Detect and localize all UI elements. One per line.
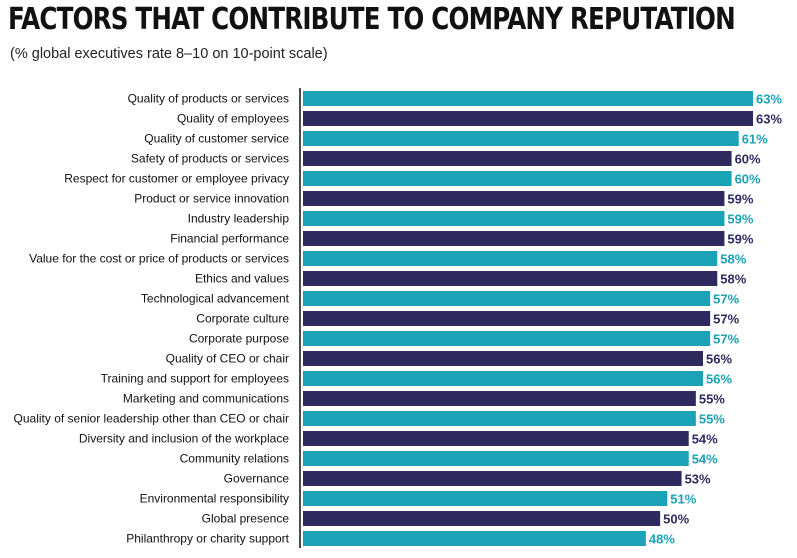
value-label: 55% bbox=[699, 412, 725, 427]
value-label: 63% bbox=[756, 92, 782, 107]
bar bbox=[303, 431, 689, 446]
category-label: Respect for customer or employee privacy bbox=[64, 172, 289, 186]
value-label: 60% bbox=[735, 172, 761, 187]
value-label: 61% bbox=[742, 132, 768, 147]
value-label: 60% bbox=[735, 152, 761, 167]
value-label: 59% bbox=[727, 232, 753, 247]
bar bbox=[303, 511, 661, 526]
chart-title: FACTORS THAT CONTRIBUTE TO COMPANY REPUT… bbox=[8, 2, 736, 37]
category-label: Industry leadership bbox=[188, 212, 290, 226]
bar bbox=[303, 371, 703, 386]
value-label: 57% bbox=[713, 312, 739, 327]
bar bbox=[303, 451, 689, 466]
category-label: Safety of products or services bbox=[131, 152, 289, 166]
category-label: Value for the cost or price of products … bbox=[29, 252, 289, 266]
value-label: 56% bbox=[706, 352, 732, 367]
bar bbox=[303, 151, 732, 166]
value-label: 51% bbox=[670, 492, 696, 507]
bar bbox=[303, 251, 718, 266]
category-label: Environmental responsibility bbox=[140, 492, 289, 506]
category-label: Corporate culture bbox=[196, 312, 289, 326]
value-label: 55% bbox=[699, 392, 725, 407]
bar bbox=[303, 311, 711, 326]
bar bbox=[303, 131, 739, 146]
bar bbox=[303, 91, 753, 106]
value-label: 57% bbox=[713, 292, 739, 307]
category-label: Corporate purpose bbox=[189, 332, 289, 346]
bar bbox=[303, 331, 711, 346]
category-label: Community relations bbox=[180, 452, 289, 466]
value-label: 54% bbox=[692, 432, 718, 447]
category-label: Global presence bbox=[202, 512, 290, 526]
bar bbox=[303, 391, 696, 406]
bar bbox=[303, 191, 725, 206]
category-label: Governance bbox=[224, 472, 290, 486]
chart-subtitle: (% global executives rate 8–10 on 10-poi… bbox=[10, 46, 328, 62]
category-label: Technological advancement bbox=[141, 292, 290, 306]
category-label: Diversity and inclusion of the workplace bbox=[79, 432, 289, 446]
category-label: Quality of employees bbox=[177, 112, 289, 126]
category-label: Quality of CEO or chair bbox=[166, 352, 289, 366]
value-label: 56% bbox=[706, 372, 732, 387]
bar bbox=[303, 491, 668, 506]
value-label: 63% bbox=[756, 112, 782, 127]
value-label: 59% bbox=[727, 212, 753, 227]
category-label: Marketing and communications bbox=[123, 392, 289, 406]
bar bbox=[303, 271, 718, 286]
category-label: Philanthropy or charity support bbox=[126, 532, 289, 546]
value-label: 58% bbox=[720, 272, 746, 287]
value-label: 54% bbox=[692, 452, 718, 467]
bar bbox=[303, 471, 682, 486]
bar bbox=[303, 111, 753, 126]
category-label: Quality of customer service bbox=[144, 132, 289, 146]
category-label: Product or service innovation bbox=[134, 192, 289, 206]
bar bbox=[303, 531, 646, 546]
category-label: Quality of senior leadership other than … bbox=[14, 412, 289, 426]
value-label: 58% bbox=[720, 252, 746, 267]
bar bbox=[303, 291, 711, 306]
bar bbox=[303, 231, 725, 246]
bar bbox=[303, 211, 725, 226]
bar bbox=[303, 411, 696, 426]
bar bbox=[303, 351, 703, 366]
category-label: Ethics and values bbox=[195, 272, 289, 286]
category-label: Quality of products or services bbox=[128, 92, 289, 106]
category-label: Financial performance bbox=[170, 232, 289, 246]
bar bbox=[303, 171, 732, 186]
value-label: 59% bbox=[727, 192, 753, 207]
value-label: 53% bbox=[685, 472, 711, 487]
value-label: 50% bbox=[663, 512, 689, 527]
value-label: 48% bbox=[649, 532, 675, 547]
value-label: 57% bbox=[713, 332, 739, 347]
category-label: Training and support for employees bbox=[101, 372, 289, 386]
